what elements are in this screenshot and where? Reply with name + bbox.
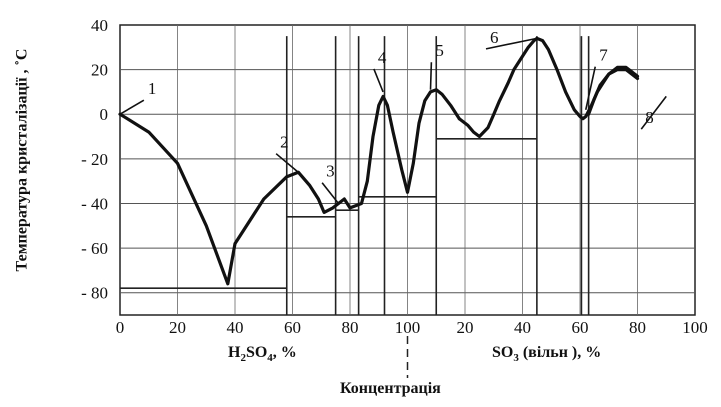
annotation-label: 2 [280, 133, 289, 152]
x-segment-label-h2so4: H2SO4, % [228, 344, 297, 365]
y-axis-unit: ˚С [13, 48, 30, 66]
x-tick-label: 60 [284, 318, 301, 337]
x-tick-label: 0 [116, 318, 125, 337]
annotation-label: 3 [326, 162, 335, 181]
x-tick-label: 100 [395, 318, 421, 337]
annotation-leader [429, 62, 433, 90]
x-tick-label: 60 [572, 318, 589, 337]
annotation-leader [119, 99, 145, 115]
annotation-label: 5 [435, 41, 444, 60]
tick-labels: 40 20 0 - 20 - 40 - 60 - 80 0 20 40 60 80 100 20 40 60 8… [81, 16, 708, 337]
annotation-leader [640, 95, 667, 130]
liquidus-curve [587, 68, 640, 116]
x-tick-label: 20 [169, 318, 186, 337]
y-tick-label: 0 [100, 105, 109, 124]
x-tick-label: 80 [629, 318, 646, 337]
x-tick-label: 20 [457, 318, 474, 337]
phase-lines [120, 36, 590, 315]
annotation-label: 6 [490, 28, 499, 47]
y-tick-label: - 80 [81, 284, 108, 303]
y-tick-label: 20 [91, 61, 108, 80]
y-axis-title: Температура кристалізації , ˚С [13, 48, 30, 272]
annotation-leader [321, 182, 340, 204]
annotations: 1 2 3 4 5 6 7 8 [119, 28, 667, 204]
curves [118, 36, 640, 286]
y-tick-label: - 40 [81, 194, 108, 213]
x-tick-label: 80 [342, 318, 359, 337]
x-axis-title: Концентрація [340, 380, 441, 397]
y-axis-title-text: Температура кристалізації [13, 77, 30, 272]
y-tick-label: 40 [91, 16, 108, 35]
annotation-leader [485, 37, 538, 50]
y-tick-label: - 20 [81, 150, 108, 169]
gridlines [120, 25, 695, 315]
annotation-label: 4 [378, 48, 387, 67]
annotation-label: 1 [148, 79, 157, 98]
x-tick-label: 100 [682, 318, 708, 337]
y-tick-label: - 60 [81, 239, 108, 258]
liquidus-curve [118, 88, 461, 286]
annotation-leader [275, 153, 299, 173]
annotation-label: 8 [645, 108, 654, 127]
x-tick-label: 40 [227, 318, 244, 337]
annotation-leader [584, 66, 597, 110]
x-tick-label: 40 [514, 318, 531, 337]
annotation-leader [373, 68, 384, 93]
x-segment-label-so3: SO3 (вільн ), % [492, 344, 602, 365]
annotation-label: 7 [599, 46, 608, 65]
liquidus-curve [457, 36, 640, 139]
